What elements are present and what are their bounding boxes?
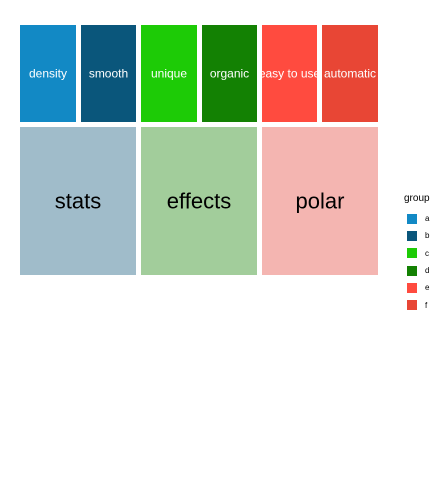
legend-label-d: d [425,266,430,276]
legend-key-a [407,213,417,224]
subgroup-tile-e [262,25,317,122]
subgroup-tile-f [322,25,378,122]
subgroup-label-d: organic [210,67,249,81]
plot-area: density smooth unique organic easy to use aut… [20,25,378,275]
legend-label-a: a [425,214,430,224]
subgroup-label-b: smooth [89,67,128,81]
group-tile-effects [141,127,257,275]
group-label-stats: stats [55,189,101,214]
legend-entry-d: d [404,262,430,279]
subgroup-label-a: density [29,67,67,81]
group-tile-stats [20,127,136,275]
legend-entry-e: e [404,279,430,296]
legend-key-f [407,300,417,311]
subgroup-tile-b [81,25,136,122]
subgroup-tile-c [141,25,197,122]
legend-key-c [407,248,417,259]
legend-key-b [407,230,417,241]
subgroup-label-e: easy to use [259,67,321,81]
subgroup-label-f: automatic [324,67,376,81]
subgroup-tile-d [202,25,257,122]
group-label-effects: effects [167,189,231,214]
group-label-polar: polar [296,189,345,214]
legend-key-d [407,265,417,276]
legend-label-c: c [425,248,429,258]
legend-entry-f: f [404,296,430,313]
legend-label-b: b [425,231,430,241]
subgroup-label-c: unique [151,67,187,81]
legend-title: group [404,193,430,204]
legend-entry-a: a [404,210,430,227]
group-tile-polar [262,127,378,275]
subgroup-tile-a [20,25,76,122]
legend-entry-b: b [404,227,430,244]
legend-label-f: f [425,300,428,310]
legend-key-e [407,282,417,293]
legend-label-e: e [425,283,430,293]
legend-entry-c: c [404,245,430,262]
